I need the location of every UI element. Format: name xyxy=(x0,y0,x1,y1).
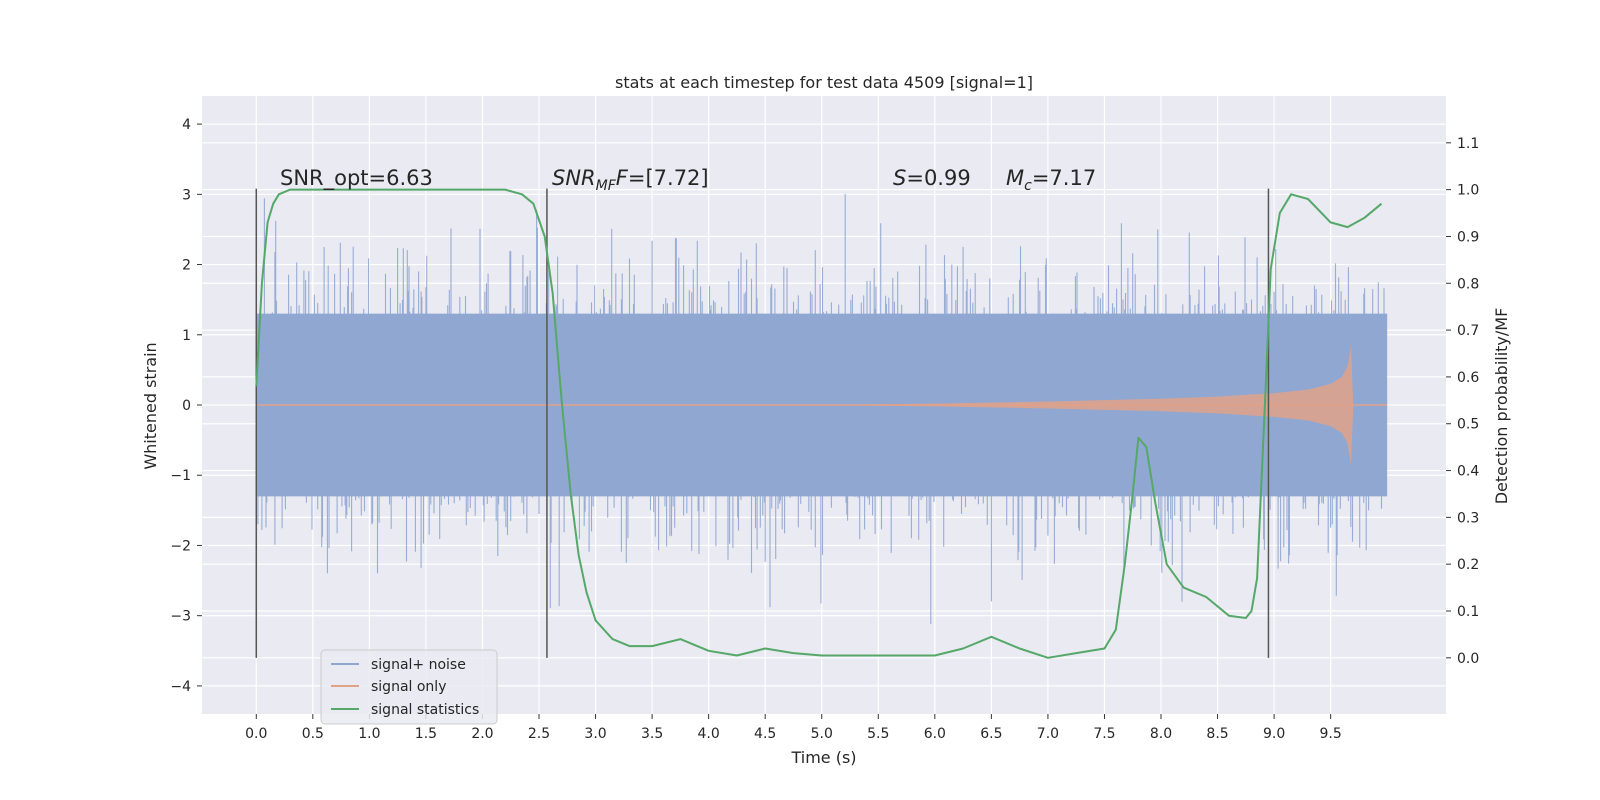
x-tick-label: 8.0 xyxy=(1150,726,1172,742)
y-axis-label-right: Detection probability/MF xyxy=(1492,308,1511,505)
chart-title: stats at each timestep for test data 450… xyxy=(615,73,1033,92)
y-tick-label-right: 0.5 xyxy=(1457,417,1479,433)
y-tick-label-left: 2 xyxy=(182,258,191,274)
y-tick-label-left: 4 xyxy=(182,117,191,133)
signal-envelope xyxy=(821,345,1354,465)
x-axis-label: Time (s) xyxy=(790,748,856,767)
stats-line xyxy=(255,188,1383,659)
x-tick-label: 2.0 xyxy=(471,726,493,742)
y-tick-label-right: 0.1 xyxy=(1457,604,1479,620)
y-axis-label-left: Whitened strain xyxy=(141,342,160,469)
y-tick-label-left: 1 xyxy=(182,328,191,344)
x-tick-label: 7.5 xyxy=(1093,726,1115,742)
y-tick-label-left: −2 xyxy=(170,538,191,554)
x-tick-label: 7.0 xyxy=(1037,726,1059,742)
annotation-snr-mf: SNRMFF=[7.72] xyxy=(552,166,709,194)
x-tick-label: 5.5 xyxy=(867,726,889,742)
x-tick-label: 2.5 xyxy=(528,726,550,742)
signal-series xyxy=(256,345,1388,465)
x-tick-label: 4.0 xyxy=(698,726,720,742)
x-tick-label: 3.0 xyxy=(584,726,606,742)
y-tick-label-left: −1 xyxy=(170,468,191,484)
x-tick-label: 6.0 xyxy=(924,726,946,742)
legend-label-noise: signal+ noise xyxy=(371,657,466,673)
x-tick-label: 1.5 xyxy=(415,726,437,742)
x-tick-label: 6.5 xyxy=(980,726,1002,742)
y-tick-label-right: 1.0 xyxy=(1457,183,1479,199)
y-tick-label-left: −4 xyxy=(170,679,191,695)
x-tick-label: 1.0 xyxy=(358,726,380,742)
vertical-markers xyxy=(255,188,1270,658)
x-tick-label: 0.0 xyxy=(245,726,267,742)
y-tick-label-right: 0.4 xyxy=(1457,464,1479,480)
x-tick-label: 8.5 xyxy=(1206,726,1228,742)
x-tick-label: 5.0 xyxy=(811,726,833,742)
stats-series xyxy=(255,188,1383,659)
y-tick-label-right: 0.6 xyxy=(1457,370,1479,386)
y-tick-label-left: 3 xyxy=(182,187,191,203)
x-tick-label: 9.5 xyxy=(1320,726,1342,742)
x-tick-label: 9.0 xyxy=(1263,726,1285,742)
annotation-snr-opt: SNR_opt=6.63 xyxy=(280,166,433,191)
x-tick-label: 0.5 xyxy=(302,726,324,742)
y-tick-label-right: 1.1 xyxy=(1457,136,1479,152)
y-tick-label-right: 0.3 xyxy=(1457,510,1479,526)
legend-box xyxy=(320,649,498,725)
legend-label-stats: signal statistics xyxy=(371,702,479,718)
x-tick-label: 3.5 xyxy=(641,726,663,742)
legend-label-signal: signal only xyxy=(371,679,446,695)
legend: signal+ noise signal only signal statist… xyxy=(320,649,498,725)
annotation-mc: Mc=7.17 xyxy=(1006,166,1096,194)
annotation-s: S=0.99 xyxy=(893,166,971,190)
y-tick-label-left: 0 xyxy=(182,398,191,414)
tick-labels: 0.0 0.5 1.0 1.5 2.0 2.5 3.0 3.5 4.0 4.5 5.0 5.5 6.0 6… xyxy=(170,117,1479,742)
x-tick-label: 4.5 xyxy=(754,726,776,742)
y-tick-label-right: 0.7 xyxy=(1457,323,1479,339)
y-tick-label-right: 0.8 xyxy=(1457,276,1479,292)
y-tick-label-right: 0.9 xyxy=(1457,229,1479,245)
y-tick-label-left: −3 xyxy=(170,609,191,625)
y-tick-label-right: 0.0 xyxy=(1457,651,1479,667)
y-tick-label-right: 0.2 xyxy=(1457,557,1479,573)
